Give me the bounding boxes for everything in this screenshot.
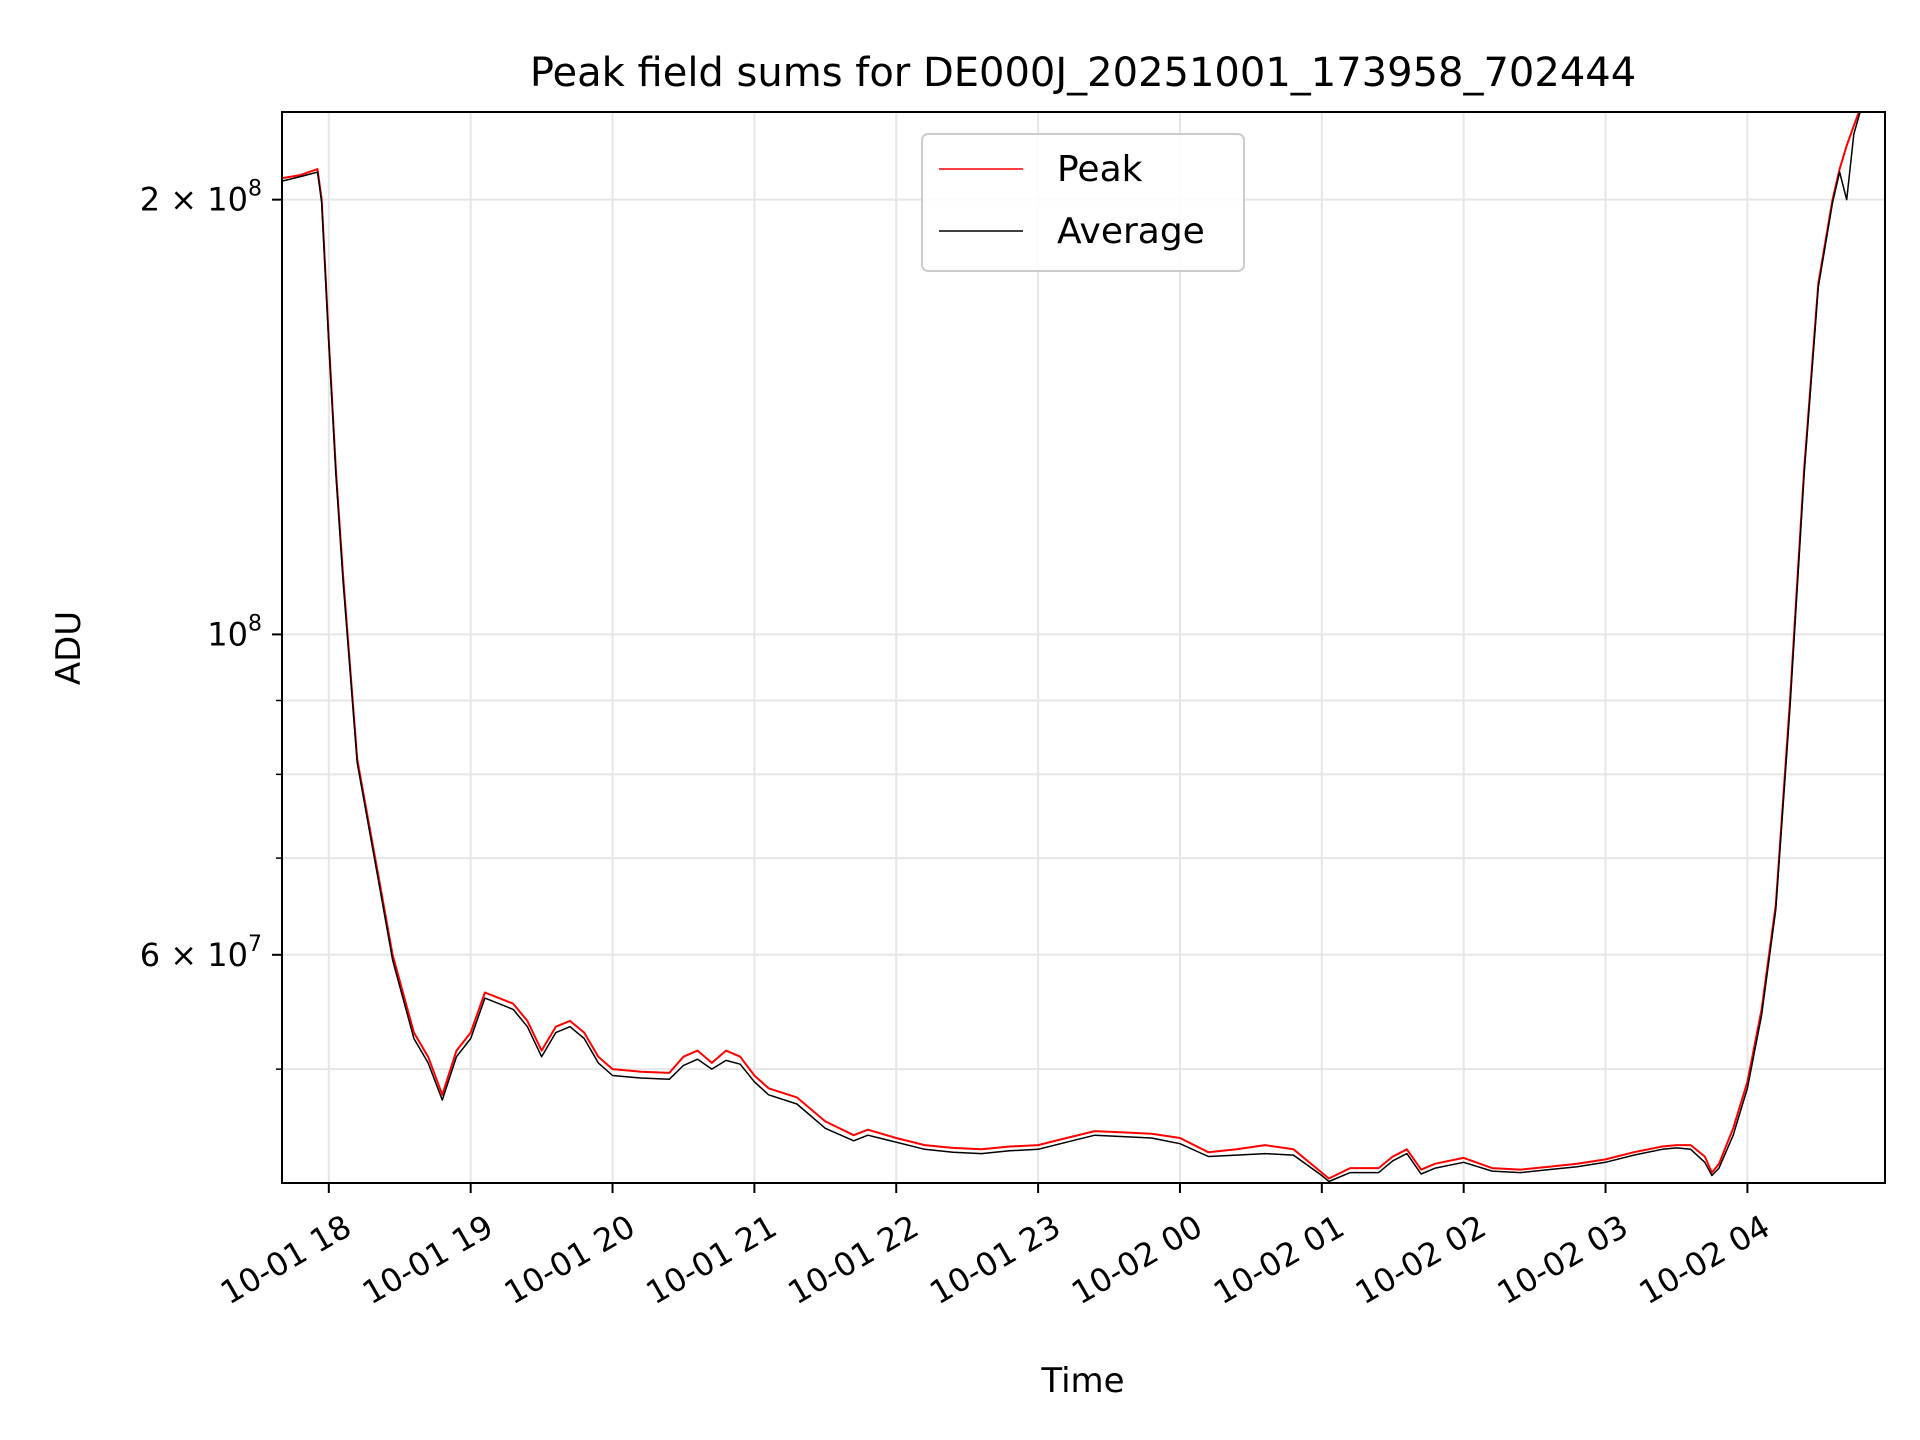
x-axis-label: Time xyxy=(1040,1361,1124,1401)
series-line-average xyxy=(282,112,1861,1183)
legend-label-peak: Peak xyxy=(1057,149,1143,190)
y-tick-label: 108 xyxy=(207,611,262,653)
y-axis-label: ADU xyxy=(49,611,89,685)
series-layer xyxy=(282,112,1861,1183)
y-tick-label-exponent: 7 xyxy=(248,932,262,957)
y-tick-label-exponent: 8 xyxy=(248,611,262,636)
legend-label-average: Average xyxy=(1057,211,1205,252)
y-tick-label-base: 2 × 10 xyxy=(140,181,248,219)
plot-frame xyxy=(281,111,1886,1184)
y-tick-label-base: 10 xyxy=(207,615,248,653)
y-tick-label-base: 6 × 10 xyxy=(140,936,248,974)
y-tick-label-exponent: 8 xyxy=(248,177,262,202)
chart-title: Peak field sums for DE000J_20251001_1739… xyxy=(530,50,1636,96)
series-line-peak xyxy=(282,112,1860,1180)
y-tick-label: 2 × 108 xyxy=(140,177,262,219)
y-tick-label: 6 × 107 xyxy=(140,932,262,974)
legend: Peak Average xyxy=(921,133,1245,272)
